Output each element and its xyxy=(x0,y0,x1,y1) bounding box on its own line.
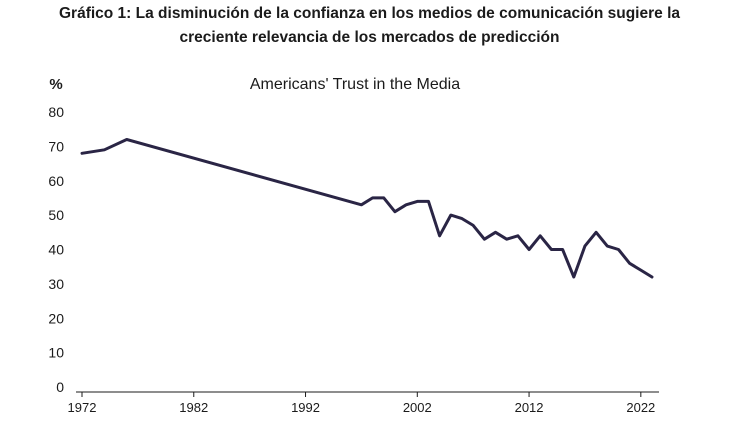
x-tick-label: 2002 xyxy=(403,400,432,415)
chart-title: Americans' Trust in the Media xyxy=(250,76,460,93)
headline-line-2: creciente relevancia de los mercados de … xyxy=(179,29,560,46)
y-tick-label: 40 xyxy=(48,242,64,258)
y-tick-label: 30 xyxy=(48,276,64,292)
trust-series-line xyxy=(80,138,654,279)
x-tick-label: 2012 xyxy=(515,400,544,415)
x-tick-label: 1992 xyxy=(291,400,320,415)
x-tick-label: 1982 xyxy=(179,400,208,415)
y-axis-ticks: 0 10 20 30 40 50 60 70 80 xyxy=(48,104,64,395)
x-axis-ticks: 1972 1982 1992 2002 2012 2022 xyxy=(68,392,655,415)
y-axis-unit-label: % xyxy=(49,76,62,93)
y-tick-label: 80 xyxy=(48,104,64,120)
y-tick-label: 20 xyxy=(48,310,64,326)
y-tick-label: 70 xyxy=(48,138,64,154)
y-tick-label: 0 xyxy=(56,379,64,395)
y-tick-label: 60 xyxy=(48,173,64,189)
x-tick-label: 2022 xyxy=(626,400,655,415)
y-tick-label: 10 xyxy=(48,345,64,361)
y-tick-label: 50 xyxy=(48,207,64,223)
headline-line-1: Gráfico 1: La disminución de la confianz… xyxy=(58,5,680,22)
chart-headline: Gráfico 1: La disminución de la confianz… xyxy=(0,2,739,50)
x-tick-label: 1972 xyxy=(68,400,97,415)
